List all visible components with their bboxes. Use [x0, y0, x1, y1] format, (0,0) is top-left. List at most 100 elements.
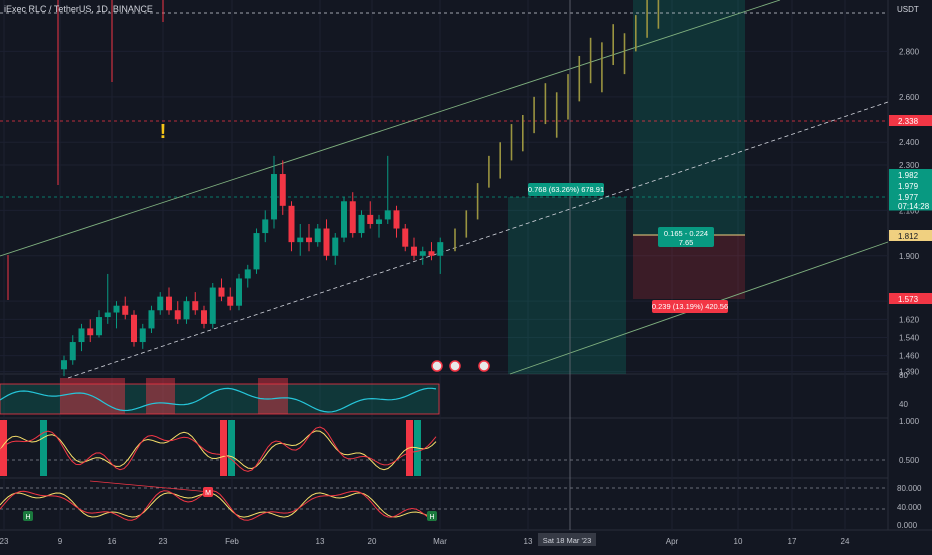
price-tick-label: 1.540	[899, 334, 920, 343]
price-tick-label: 2.800	[899, 47, 920, 56]
long-position-label-bg	[528, 183, 604, 196]
candle-body	[209, 287, 216, 324]
target-label-bg	[658, 227, 714, 247]
candle-body	[419, 251, 426, 256]
stoch-axis-label: 0.500	[899, 456, 920, 465]
mfi-axis-label: 40.000	[897, 503, 922, 512]
time-tick-label: 13	[316, 537, 325, 546]
stoch-signal-bar	[228, 420, 235, 476]
cursor-date-bg	[538, 533, 596, 546]
price-label: 07:14:28	[898, 202, 930, 211]
rsi-axis-label: 80	[899, 371, 908, 380]
rsi-band	[0, 383, 440, 415]
candle-body	[78, 328, 85, 343]
mfi-line	[0, 492, 437, 518]
event-icon	[431, 360, 443, 372]
candle-body	[288, 205, 295, 243]
candle-body	[367, 214, 374, 224]
candle-body	[437, 242, 444, 256]
candle-body	[61, 360, 67, 370]
candle-body	[122, 305, 129, 315]
price-label-bg	[889, 230, 932, 241]
pivot-marker-bg	[23, 511, 33, 521]
price-tick-label: 2.300	[899, 161, 920, 170]
time-tick-label: Feb	[225, 537, 239, 546]
price-tick-label: 2.600	[899, 93, 920, 102]
time-tick-label: 23	[159, 537, 168, 546]
stop-label: 0.239 (13.19%) 420.56	[652, 302, 728, 311]
price-tick-label: 2.400	[899, 138, 920, 147]
candle-body	[69, 342, 76, 361]
price-label: 1.977	[898, 193, 919, 202]
candle-body	[236, 278, 242, 306]
candle-body	[306, 237, 312, 243]
stoch-k-line	[0, 430, 437, 471]
candle-body	[358, 214, 365, 234]
candle-body	[297, 237, 304, 243]
price-label-bg	[889, 169, 932, 180]
candle-body	[183, 301, 190, 320]
candle-body	[192, 301, 199, 311]
time-tick-label: 13	[524, 537, 533, 546]
candle-body	[262, 219, 269, 234]
time-tick-label: Apr	[666, 537, 679, 546]
candle-body	[376, 219, 382, 224]
stoch-signal-bar	[0, 420, 7, 476]
long-position-zone	[633, 0, 745, 235]
candle-body	[148, 310, 155, 329]
event-icon	[478, 360, 490, 372]
time-tick-label: Mar	[433, 537, 447, 546]
candle-body	[393, 210, 400, 229]
price-tick-label: 2.100	[899, 206, 920, 215]
candle-body	[227, 296, 234, 306]
candle-body	[279, 174, 286, 206]
candle-body	[131, 314, 137, 343]
candle-body	[253, 233, 260, 270]
mfi-axis-label: 0.000	[897, 521, 918, 530]
candle-body	[428, 251, 435, 256]
candle-body	[96, 317, 102, 336]
rsi-axis-label: 40	[899, 400, 908, 409]
candle-body	[244, 269, 251, 279]
candle-body	[174, 310, 181, 320]
time-tick-label: 17	[788, 537, 797, 546]
price-tick-label: 1.620	[899, 315, 920, 324]
pivot-marker-bg	[203, 487, 213, 497]
time-tick-label: 9	[58, 537, 63, 546]
mfi-axis-label: 80.000	[897, 484, 922, 493]
time-tick-label: 16	[108, 537, 117, 546]
time-tick-label: 20	[368, 537, 377, 546]
currency-label: USDT	[897, 5, 919, 14]
candle-body	[104, 312, 111, 318]
alert-icon: !	[160, 121, 167, 143]
price-label: 1.812	[898, 232, 919, 241]
price-label-bg	[889, 115, 932, 126]
candle-body	[341, 201, 347, 238]
price-label-bg	[889, 180, 932, 191]
channel-mid	[67, 101, 889, 379]
candle-body	[113, 305, 120, 313]
price-label: 1.573	[898, 295, 919, 304]
price-axis-bg	[888, 0, 932, 550]
price-label-bg	[889, 191, 932, 202]
cursor-date-label: Sat 18 Mar '23	[543, 536, 592, 545]
price-tick-label: 1.390	[899, 368, 920, 377]
candle-body	[332, 237, 339, 256]
measure-zone	[508, 197, 626, 374]
stoch-d-line	[0, 426, 437, 472]
stoch-signal-bar	[220, 420, 227, 476]
stop-label-bg	[652, 300, 728, 313]
candle-body	[323, 228, 330, 256]
pivot-marker-bg	[427, 511, 437, 521]
candle-body	[314, 228, 321, 243]
stoch-axis-label: 1.000	[899, 417, 920, 426]
mfi-divergence-line	[89, 480, 211, 493]
symbol-header[interactable]: iExec RLC / TetherUS, 1D, BINANCE	[4, 4, 153, 14]
pivot-marker-label: H	[25, 514, 30, 521]
price-label: 1.982	[898, 171, 919, 180]
target-label-sub: 7.65	[679, 238, 694, 247]
rsi-overbought-zone	[146, 378, 175, 414]
